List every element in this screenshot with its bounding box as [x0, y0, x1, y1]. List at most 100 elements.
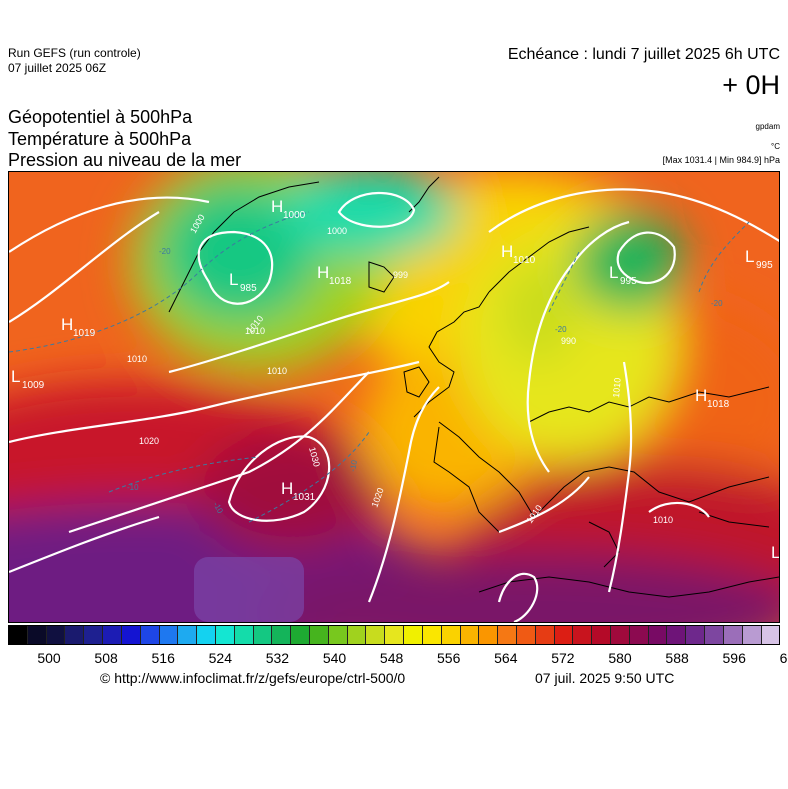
color-scale-tick: 580 — [608, 650, 632, 666]
color-swatch — [159, 626, 179, 644]
center-type: H — [695, 386, 707, 405]
color-swatch — [9, 626, 28, 644]
pressure-center: H 1031 — [281, 479, 316, 503]
coastlines — [168, 176, 779, 598]
pressure-center: L 1009 — [11, 367, 45, 391]
color-swatch — [592, 626, 611, 644]
color-swatch — [291, 626, 310, 644]
color-scale-tick: 532 — [265, 650, 290, 666]
pressure-max-min: [Max 1031.4 | Min 984.9] hPa — [662, 155, 780, 165]
run-date: 07 juillet 2025 06Z — [8, 61, 107, 75]
field-pressure: Pression au niveau de la mer — [8, 150, 242, 170]
pressure-center: H 1018 — [695, 386, 730, 410]
isobar-label: 1020 — [139, 436, 159, 446]
color-scale-tick: 588 — [665, 650, 689, 666]
center-value: 1009 — [22, 380, 45, 391]
isobar-label: 990 — [561, 336, 576, 346]
color-scale-tick: 524 — [208, 650, 232, 666]
color-swatch — [479, 626, 499, 644]
center-value: 1019 — [73, 328, 96, 339]
color-swatch — [347, 626, 367, 644]
geopotential-unit: gpdam — [755, 122, 780, 131]
color-swatch — [234, 626, 254, 644]
isobar-label: 1010 — [245, 326, 265, 336]
pressure-center: L 985 — [229, 270, 257, 294]
isotherm-label: -20 — [555, 325, 567, 334]
isotherm-label: -10 — [348, 459, 359, 472]
color-swatch — [27, 626, 47, 644]
color-swatch — [103, 626, 122, 644]
color-swatch — [761, 626, 780, 644]
field-geopotential: Géopotentiel à 500hPa — [8, 107, 193, 127]
color-swatch — [65, 626, 85, 644]
isobars — [9, 188, 779, 622]
color-swatch — [516, 626, 536, 644]
color-scale-tick: 508 — [94, 650, 118, 666]
color-swatch — [441, 626, 461, 644]
pressure-center: L 995 — [609, 263, 637, 287]
isobar-label: 999 — [393, 270, 408, 280]
color-swatch — [178, 626, 198, 644]
center-value: 1018 — [707, 399, 730, 410]
pressure-center: H 1019 — [61, 315, 96, 339]
color-swatch — [573, 626, 593, 644]
color-swatch — [253, 626, 273, 644]
center-type: L — [745, 247, 754, 266]
color-scale-tick: 540 — [322, 650, 347, 666]
color-swatch — [611, 626, 630, 644]
center-value: 1000 — [283, 210, 306, 221]
color-swatch — [272, 626, 292, 644]
center-value: 995 — [756, 260, 773, 271]
color-swatch — [535, 626, 555, 644]
color-scale — [8, 625, 780, 645]
weather-map[interactable]: H 1000 L 985 H 1018 H 1019 L 1009 H 1031 — [8, 171, 780, 623]
color-swatch — [723, 626, 743, 644]
geopotential-field — [9, 172, 779, 622]
color-swatch — [648, 626, 668, 644]
color-swatch — [404, 626, 423, 644]
color-scale-tick: 516 — [151, 650, 175, 666]
isobar-label: 1010 — [611, 377, 623, 398]
generation-time: 07 juil. 2025 9:50 UTC — [535, 670, 675, 686]
center-type: L — [11, 367, 20, 386]
color-swatch — [197, 626, 216, 644]
color-swatch — [554, 626, 574, 644]
pressure-center: L 995 — [745, 247, 773, 271]
ocean-warm-patch — [194, 557, 304, 622]
color-swatch — [460, 626, 480, 644]
center-type: H — [317, 263, 329, 282]
isotherm-label: -20 — [711, 299, 723, 308]
center-type: H — [61, 315, 73, 334]
source-credit[interactable]: © http://www.infoclimat.fr/z/gefs/europe… — [100, 670, 406, 686]
center-type: L — [229, 270, 238, 289]
color-swatch — [422, 626, 442, 644]
center-value: 1031 — [293, 492, 316, 503]
color-swatch — [310, 626, 329, 644]
pressure-center: H 1000 — [271, 197, 306, 221]
center-type: H — [281, 479, 293, 498]
color-swatch — [498, 626, 517, 644]
temperature-unit: °C — [771, 142, 780, 151]
color-swatch — [629, 626, 649, 644]
color-scale-ticks: 500 508 516 524 532 540 548 556 564 572 580 588 596 6… — [8, 650, 788, 668]
center-value: 995 — [620, 276, 637, 287]
isobar-label: 1010 — [653, 515, 673, 525]
color-swatch — [705, 626, 724, 644]
color-swatch — [140, 626, 160, 644]
isobar-label: 1010 — [127, 354, 147, 364]
center-type: H — [271, 197, 283, 216]
color-scale-tick: 500 — [37, 650, 61, 666]
color-swatch — [366, 626, 386, 644]
color-scale-tick: 556 — [437, 650, 461, 666]
pressure-center: L — [771, 543, 780, 562]
pressure-centers: H 1000 L 985 H 1018 H 1019 L 1009 H 1031 — [11, 197, 780, 562]
center-value: 1010 — [513, 255, 536, 266]
map-canvas: H 1000 L 985 H 1018 H 1019 L 1009 H 1031 — [9, 172, 780, 622]
color-swatch — [742, 626, 762, 644]
center-type: L — [609, 263, 618, 282]
isotherm-label: -10 — [127, 483, 139, 492]
color-scale-tick: 564 — [494, 650, 518, 666]
color-scale-tick: 604 — [779, 650, 788, 666]
center-type: L — [771, 543, 780, 562]
run-name: Run GEFS (run controle) — [8, 46, 141, 60]
